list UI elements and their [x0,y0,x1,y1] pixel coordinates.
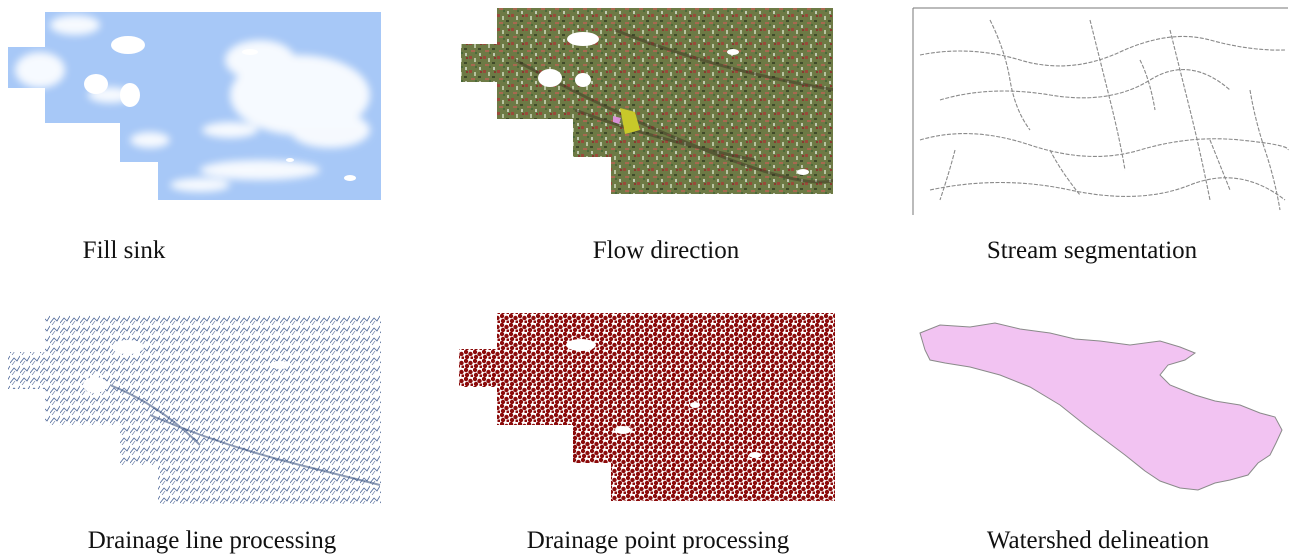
stream-segmentation-raster [912,7,1289,215]
caption-drainage-point: Drainage point processing [526,527,790,554]
caption-fill-sink: Fill sink [82,237,166,264]
flow-direction-map [455,0,845,210]
drainage-point-map [455,305,845,510]
drainage-point-raster [459,313,835,501]
fill-sink-map [0,0,390,210]
caption-watershed: Watershed delineation [986,527,1210,554]
watershed-polygon [919,322,1283,491]
drainage-line-map [0,305,390,510]
caption-drainage-line: Drainage line processing [87,527,337,554]
fill-sink-raster [8,12,381,200]
stream-segmentation-map [910,0,1290,220]
drainage-line-raster [8,315,381,504]
watershed-map [910,305,1290,510]
caption-flow-direction: Flow direction [592,237,740,264]
caption-stream-segmentation: Stream segmentation [986,237,1198,264]
flow-direction-raster [461,8,833,194]
